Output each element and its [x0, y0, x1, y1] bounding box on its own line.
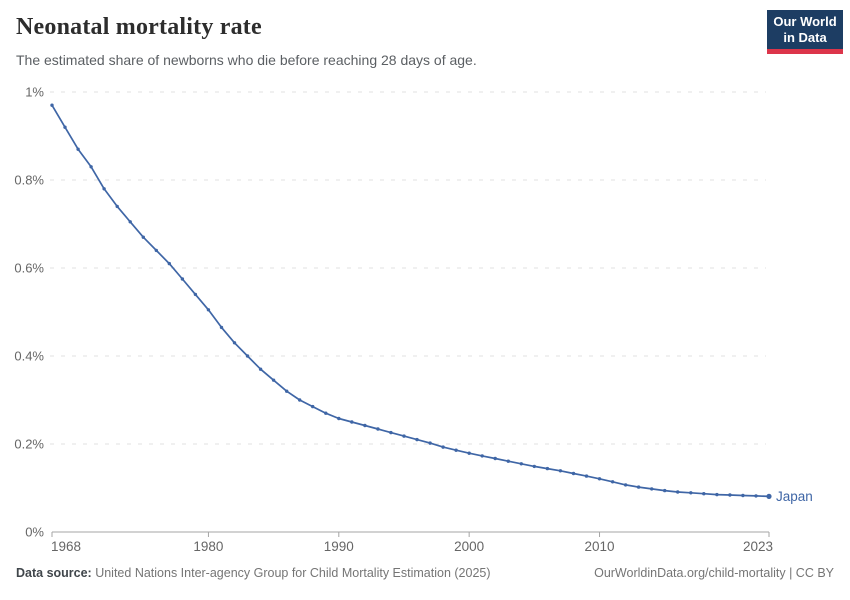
data-point-2006: [545, 466, 550, 471]
data-point-2000: [467, 451, 471, 455]
data-point-1981: [219, 325, 224, 330]
data-point-1988: [311, 404, 315, 409]
data-point-1991: [350, 420, 354, 424]
data-point-2021: [741, 493, 745, 498]
data-point-2016: [676, 490, 680, 494]
data-point-1976: [154, 248, 158, 253]
data-point-2005: [532, 464, 536, 469]
owid-logo[interactable]: Our World in Data: [767, 10, 843, 54]
data-point-1999: [454, 448, 458, 452]
data-source-label: Data source:: [16, 566, 92, 580]
page-title: Neonatal mortality rate: [16, 14, 262, 40]
series-end-label-japan[interactable]: Japan: [776, 489, 813, 504]
data-point-2013: [636, 485, 641, 489]
data-point-1998: [441, 445, 445, 449]
data-point-1987: [298, 398, 302, 402]
data-point-2023: [766, 493, 772, 499]
data-point-1977: [167, 261, 171, 266]
data-point-2017: [689, 491, 693, 495]
footer-credit: OurWorldinData.org/child-mortality | CC …: [594, 566, 834, 580]
data-point-1975: [141, 235, 145, 239]
data-point-1969: [63, 125, 67, 129]
owid-logo-line2: in Data: [783, 30, 827, 45]
data-point-2010: [597, 477, 602, 481]
x-axis-tick-label: 2000: [454, 539, 484, 554]
owid-logo-line1: Our World: [773, 14, 837, 29]
data-source-text: United Nations Inter-agency Group for Ch…: [91, 566, 491, 580]
series-line-japan: [51, 104, 770, 498]
y-axis-tick-label: 0.2%: [14, 437, 44, 452]
data-point-1993: [376, 427, 380, 431]
data-point-1970: [76, 147, 80, 151]
data-point-2007: [558, 469, 563, 473]
data-point-2015: [663, 488, 667, 493]
data-point-1994: [389, 430, 393, 435]
owid-logo-red-bar: [767, 49, 843, 54]
x-axis-tick-label: 1968: [51, 539, 81, 554]
data-point-1979: [193, 292, 198, 297]
data-point-1982: [232, 341, 237, 345]
data-point-2009: [584, 474, 589, 478]
footer-separator: |: [785, 566, 796, 580]
data-point-1985: [271, 378, 276, 382]
data-point-2003: [506, 459, 510, 463]
y-axis-tick-label: 0%: [25, 525, 44, 540]
y-axis-tick-label: 0.8%: [14, 173, 44, 188]
data-point-2022: [754, 494, 758, 498]
data-point-2020: [728, 493, 732, 497]
data-point-1968: [50, 103, 54, 107]
data-point-1997: [428, 441, 432, 445]
data-point-2004: [519, 462, 523, 466]
data-point-1986: [285, 389, 289, 393]
data-point-2008: [571, 471, 576, 476]
data-point-1983: [245, 354, 250, 358]
x-axis-tick-label: 1990: [324, 539, 354, 554]
data-point-1980: [206, 308, 211, 312]
data-point-1971: [89, 165, 93, 169]
data-point-2001: [480, 454, 484, 458]
data-point-2014: [650, 487, 654, 491]
x-axis-tick-label: 2010: [585, 539, 615, 554]
y-axis-tick-label: 0.6%: [14, 261, 44, 276]
data-point-2018: [702, 492, 706, 496]
owid-url-link[interactable]: OurWorldinData.org/child-mortality: [594, 566, 786, 580]
data-point-1992: [363, 423, 367, 428]
x-axis-tick-label: 1980: [193, 539, 223, 554]
data-point-2011: [610, 480, 615, 484]
data-point-2012: [623, 483, 628, 487]
license-label: CC BY: [795, 566, 834, 580]
data-point-1974: [128, 220, 132, 224]
y-axis-tick-label: 0.4%: [14, 349, 44, 364]
chart-subtitle: The estimated share of newborns who die …: [16, 52, 477, 68]
y-axis-tick-label: 1%: [25, 85, 44, 100]
data-source-note: Data source: United Nations Inter-agency…: [16, 566, 491, 580]
data-point-1978: [180, 277, 185, 281]
chart-footer: Data source: United Nations Inter-agency…: [0, 566, 850, 588]
data-point-1973: [115, 204, 119, 209]
data-point-1989: [324, 411, 328, 415]
owid-logo-text: Our World in Data: [767, 10, 843, 49]
x-axis-tick-label: 2023: [743, 539, 773, 554]
data-point-2019: [715, 492, 719, 497]
data-point-1995: [402, 434, 406, 438]
data-point-2002: [493, 456, 497, 461]
data-point-1996: [415, 437, 419, 442]
data-point-1984: [258, 367, 263, 371]
data-point-1972: [102, 187, 106, 191]
data-point-1990: [337, 416, 341, 421]
